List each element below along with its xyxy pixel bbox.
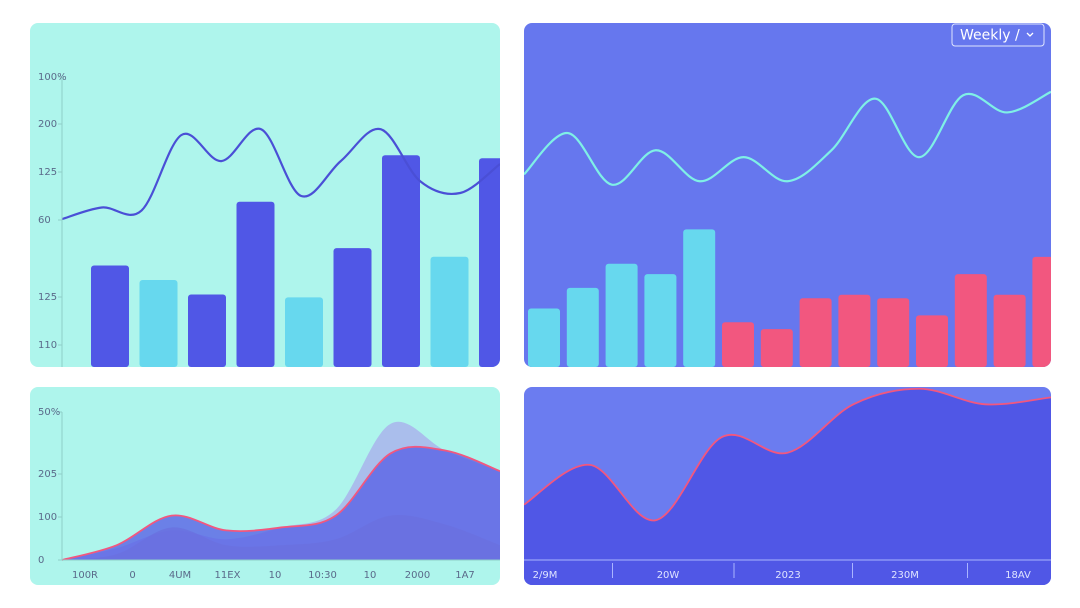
panel: 2/9M 20W 2023 230M 18AV	[524, 387, 1051, 585]
bar	[236, 201, 275, 367]
area-outline	[61, 445, 500, 561]
x-axis-label: 10:30	[308, 570, 337, 581]
bar	[285, 297, 323, 367]
bar	[954, 274, 987, 367]
bar	[430, 256, 469, 367]
x-axis-label: 11EX	[215, 570, 241, 581]
area	[62, 515, 500, 560]
bar	[877, 298, 910, 367]
trend-line	[61, 127, 500, 221]
panel: 50% 205 100 0 100R 0 4UM 11EX 10 10:30 10 2000 1A7	[30, 387, 500, 585]
y-axis-label: 100	[38, 512, 57, 523]
y-axis-label: 125	[38, 167, 57, 178]
y-axis-label: 50%	[38, 407, 60, 418]
x-axis-label: 230M	[891, 570, 919, 581]
x-axis-label: 100R	[72, 570, 98, 581]
plot	[524, 90, 1051, 367]
bar	[382, 155, 420, 367]
y-axis-label: 100%	[38, 72, 67, 83]
x-axis-label: 2023	[775, 570, 800, 581]
x-axis-label: 0	[129, 570, 135, 581]
bar	[528, 308, 560, 367]
plot	[524, 387, 1051, 585]
bar	[139, 280, 178, 367]
bar	[1032, 256, 1051, 367]
bar	[91, 265, 129, 367]
bar	[916, 315, 948, 367]
x-axis-label: 10	[269, 570, 282, 581]
bar	[760, 329, 793, 367]
bar	[479, 158, 500, 367]
x-axis-label: 2000	[405, 570, 430, 581]
x-axis-label: 20W	[657, 570, 680, 581]
x-axis-label: 18AV	[1005, 570, 1031, 581]
y-axis-label: 0	[38, 555, 44, 566]
x-axis-label: 10	[364, 570, 377, 581]
y-axis-label: 125	[38, 292, 57, 303]
trend-line	[524, 90, 1051, 186]
bar	[566, 287, 599, 367]
area	[524, 388, 1051, 585]
bar	[799, 298, 832, 367]
dropdown-label[interactable]: Weekly /	[960, 28, 1020, 44]
x-axis-label: 4UM	[169, 570, 191, 581]
bar	[333, 248, 372, 367]
dropdown-box[interactable]	[951, 23, 1045, 47]
x-axis-label: 1A7	[455, 570, 475, 581]
area-outline	[524, 387, 1051, 522]
y-axis-label: 110	[38, 340, 57, 351]
plot	[61, 127, 500, 367]
dropdown-chevron[interactable]	[1026, 32, 1034, 37]
bar	[605, 263, 638, 367]
bar	[722, 322, 754, 367]
bar	[993, 294, 1026, 367]
plot	[61, 421, 500, 561]
bar	[683, 229, 716, 367]
panel: 100% 200 125 60 125 110	[30, 23, 500, 367]
period-dropdown[interactable]: Weekly /	[951, 23, 1045, 47]
y-axis-label: 205	[38, 469, 57, 480]
y-axis-label: 60	[38, 215, 51, 226]
bar	[644, 274, 677, 367]
bar	[838, 294, 871, 367]
y-axis-label: 200	[38, 119, 57, 130]
bar	[188, 294, 226, 367]
x-axis-label: 2/9M	[533, 570, 558, 581]
panel: Weekly /	[524, 23, 1051, 367]
